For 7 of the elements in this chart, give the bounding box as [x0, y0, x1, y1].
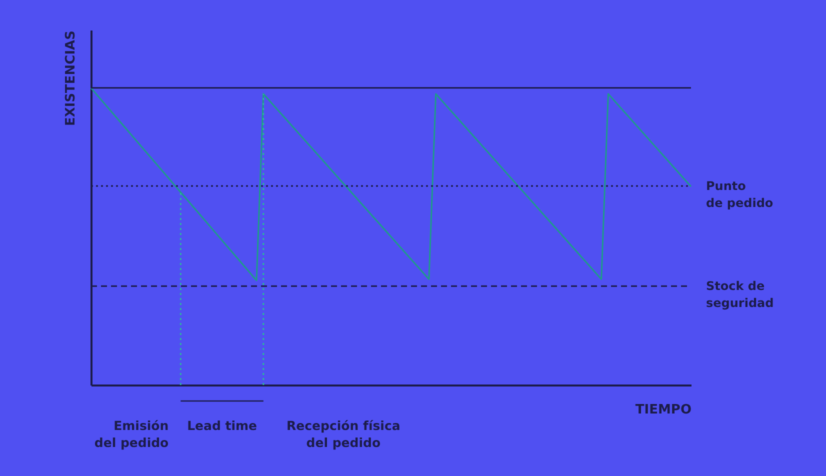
- text: Emisión del pedido: [94, 418, 170, 450]
- x-axis-title: TIEMPO: [635, 402, 692, 418]
- text: Recepción física del pedido: [286, 418, 400, 450]
- text: Lead time: [187, 418, 258, 433]
- ref-line-label: Stock de seguridad: [706, 279, 774, 310]
- ref-line-label: Punto de pedido: [706, 178, 774, 210]
- y-axis-title: EXISTENCIAS: [64, 30, 78, 126]
